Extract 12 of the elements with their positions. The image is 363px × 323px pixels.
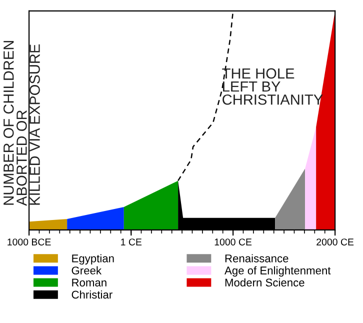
x-tick-label: 1000 BCE	[8, 238, 51, 246]
legend-label: Modern Science	[225, 278, 304, 287]
legend-label: Renaissance	[225, 254, 288, 262]
x-tick-label: 1000 CE	[214, 238, 252, 246]
legend-label: Roman	[72, 278, 106, 287]
legend-label: Egyptian	[72, 254, 114, 265]
x-tick-label: 2000 CE	[316, 238, 354, 246]
legend-label: Greek	[72, 266, 102, 274]
legend-label: Age of Enlightenment	[224, 266, 331, 277]
x-tick-label: 1 CE	[121, 238, 142, 246]
y-axis-title: NUMBER OF CHILDREN ABORTED OR KILLED VIA EXPOSURE	[3, 40, 40, 206]
legend-label: Christiar	[72, 290, 112, 299]
